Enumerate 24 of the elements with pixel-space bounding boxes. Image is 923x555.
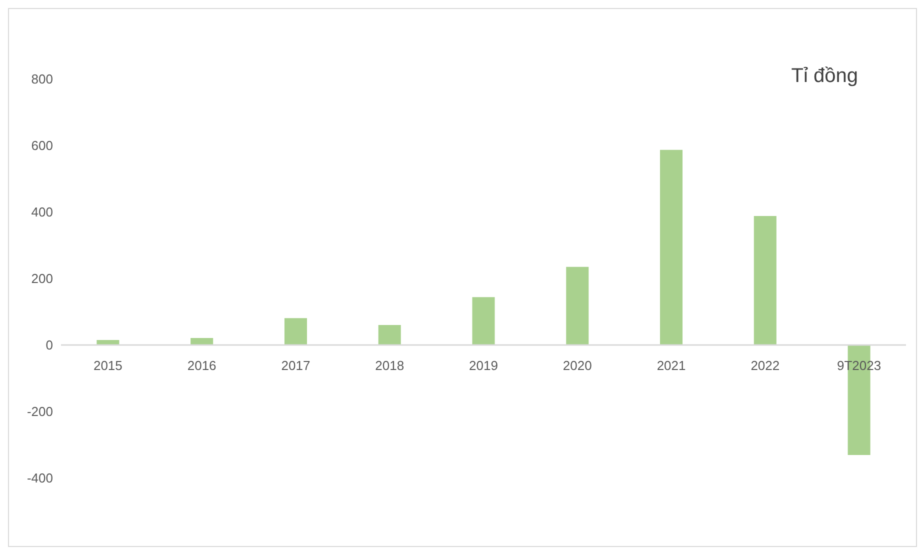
x-tick-label: 2018 bbox=[375, 358, 404, 373]
y-tick-label: -400 bbox=[26, 470, 53, 486]
x-tick-label: 2021 bbox=[656, 358, 686, 373]
x-tick-label: 2022 bbox=[750, 358, 780, 373]
bar bbox=[660, 150, 683, 345]
y-tick-label: 800 bbox=[31, 72, 53, 87]
x-tick-label: 2020 bbox=[562, 358, 592, 373]
x-tick-label: 2019 bbox=[469, 358, 498, 373]
bar bbox=[284, 318, 307, 345]
x-tick-label: 2016 bbox=[187, 358, 216, 373]
y-tick-label: 600 bbox=[31, 138, 53, 154]
annotation: Tỉ đồng bbox=[791, 65, 858, 88]
y-tick-label: -200 bbox=[26, 404, 53, 420]
bar bbox=[472, 297, 495, 345]
x-tick-label: 2015 bbox=[93, 358, 122, 373]
bar bbox=[378, 325, 401, 345]
bar bbox=[754, 216, 776, 345]
bar bbox=[566, 266, 589, 345]
y-tick-label: 400 bbox=[31, 204, 53, 220]
x-tick-label: 2017 bbox=[281, 358, 310, 373]
bar bbox=[190, 338, 214, 345]
y-tick-label: 0 bbox=[46, 338, 53, 353]
y-tick-label: 200 bbox=[31, 271, 53, 286]
bar bbox=[96, 340, 120, 345]
